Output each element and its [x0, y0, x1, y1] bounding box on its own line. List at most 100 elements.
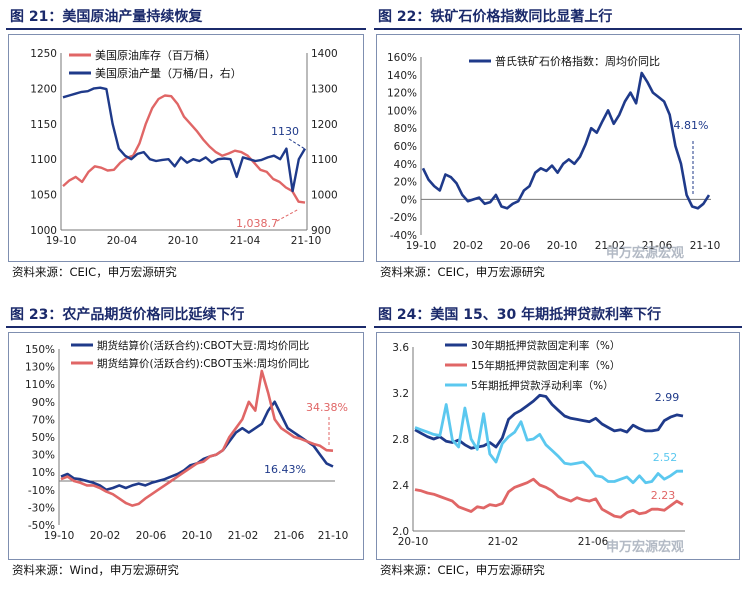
x-tick-label: 21-06: [274, 530, 305, 542]
legend-label-2: 5年期抵押贷款浮动利率（%）: [471, 379, 614, 392]
annotation-label: 2.23: [651, 489, 676, 502]
x-tick-label: 20-10: [182, 530, 213, 542]
x-tick-label: 21-10: [318, 530, 349, 542]
y-tick-label: 3.2: [392, 388, 409, 400]
x-tick-label: 20-10: [398, 536, 429, 548]
x-tick-label: 20-10: [547, 240, 578, 252]
chart-fig23: -50% -30% -10% 10% 30% 50% 70% 90% 110% 130% 150% 1…: [25, 339, 349, 542]
y-tick-label: 1200: [30, 83, 57, 95]
y-right-tick-label: 1300: [311, 83, 338, 95]
y-tick-label: -20%: [390, 212, 417, 224]
panel-title: 图 23：农产品期货价格同比延续下行: [6, 304, 366, 328]
x-tick-label: 20-02: [90, 530, 121, 542]
y-tick-label: 80%: [394, 123, 417, 135]
chart-box: 2.0 2.4 2.8 3.2 3.6 20-10 21-02 21-06 30年期抵押贷款固定…: [376, 332, 740, 560]
y-tick-label: 1000: [30, 225, 57, 237]
y-tick-label: 1150: [30, 119, 57, 131]
series-line-1: [60, 369, 334, 507]
legend-label-0: 30年期抵押贷款固定利率（%）: [471, 339, 620, 352]
annotation-label: 4.81%: [674, 119, 709, 132]
legend-label-1: 美国原油产量（万桶/日，右）: [95, 66, 242, 80]
chart-fig24: 2.0 2.4 2.8 3.2 3.6 20-10 21-02 21-06 30年期抵押贷款固定…: [392, 339, 685, 548]
watermark: 申万宏源宏观: [606, 246, 685, 261]
x-tick-label: 19-10: [46, 235, 77, 247]
annotation-label: 16.43%: [264, 463, 306, 476]
legend-label-1: 15年期抵押贷款固定利率（%）: [471, 359, 620, 372]
chart-box: 1000 1050 1100 1150 1200 1250 900 1000 1100 1200 1…: [8, 34, 364, 262]
y-tick-label: 130%: [25, 362, 55, 374]
x-tick-label: 20-02: [453, 240, 484, 252]
y-tick-label: 90%: [32, 397, 55, 409]
series-line-0: [421, 71, 711, 210]
panel-fig22: 图 22：铁矿石价格指数同比显著上行 -40% -20% 0% 20% 40% 60% 80…: [374, 6, 742, 288]
y-tick-label: 70%: [32, 414, 55, 426]
annotation-leader: [288, 138, 306, 150]
series-line-0: [60, 400, 334, 492]
annotation-label: 34.38%: [306, 401, 348, 414]
y-right-tick-label: 1400: [311, 48, 338, 60]
y-tick-label: 30%: [32, 450, 55, 462]
y-right-tick-label: 1000: [311, 190, 338, 202]
legend-label-0: 美国原油库存（百万桶）: [95, 48, 216, 62]
y-tick-label: -50%: [28, 520, 55, 532]
x-tick-label: 19-10: [44, 530, 75, 542]
source-note: 资料来源：Wind，申万宏源研究: [12, 563, 179, 577]
x-tick-label: 21-02: [488, 536, 519, 548]
y-tick-label: 150%: [25, 344, 55, 356]
y-tick-label: 2.4: [392, 480, 409, 492]
x-tick-label: 21-10: [291, 235, 322, 247]
annotation-label: 2.99: [655, 391, 680, 404]
y-tick-label: 1250: [30, 48, 57, 60]
y-tick-label: 110%: [25, 379, 55, 391]
y-tick-label: 1100: [30, 154, 57, 166]
y-tick-label: 3.6: [392, 342, 409, 354]
y-right-tick-label: 1200: [311, 119, 338, 131]
panel-title: 图 24：美国 15、30 年期抵押贷款利率下行: [374, 304, 742, 328]
x-tick-label: 19-10: [406, 240, 437, 252]
legend-label-1: 期货结算价(活跃合约):CBOT玉米:周均价同比: [97, 357, 309, 370]
x-tick-label: 20-10: [168, 235, 199, 247]
chart-box: -50% -30% -10% 10% 30% 50% 70% 90% 110% 130% 150% 1…: [8, 332, 364, 560]
source-note: 资料来源：CEIC，申万宏源研究: [380, 563, 545, 577]
legend-label-0: 普氏铁矿石价格指数：周均价同比: [495, 54, 660, 68]
annotation-label: 2.52: [653, 451, 678, 464]
y-tick-label: -40%: [390, 230, 417, 242]
y-tick-label: 50%: [32, 432, 55, 444]
panel-fig21: 图 21：美国原油产量持续恢复 1000 1050 1100 1150 1200 1250…: [6, 6, 366, 288]
x-tick-label: 21-10: [690, 240, 721, 252]
x-tick-label: 21-06: [578, 536, 609, 548]
source-note: 资料来源：CEIC，申万宏源研究: [380, 265, 545, 279]
panel-fig23: 图 23：农产品期货价格同比延续下行 -50% -30% -10% 10% 30% 50%…: [6, 304, 366, 586]
x-tick-label: 20-06: [136, 530, 167, 542]
y-tick-label: 0%: [400, 194, 417, 206]
x-tick-label: 21-02: [595, 240, 626, 252]
legend-label-0: 期货结算价(活跃合约):CBOT大豆:周均价同比: [97, 339, 309, 352]
y-tick-label: 2.0: [392, 526, 409, 538]
series-line-1: [414, 477, 684, 519]
series-line-2: [414, 403, 683, 485]
panel-fig24: 图 24：美国 15、30 年期抵押贷款利率下行 2.0 2.4 2.8 3.2 3.6…: [374, 304, 742, 586]
x-tick-label: 20-04: [107, 235, 138, 247]
y-right-tick-label: 900: [311, 225, 331, 237]
chart-box: -40% -20% 0% 20% 40% 60% 80% 100% 120% 140% 160% 19…: [376, 34, 740, 262]
y-tick-label: 120%: [387, 88, 417, 100]
y-tick-label: 160%: [387, 52, 417, 64]
y-tick-label: 140%: [387, 70, 417, 82]
chart-fig22: -40% -20% 0% 20% 40% 60% 80% 100% 120% 140% 160% 19…: [387, 52, 721, 252]
y-tick-label: 20%: [394, 177, 417, 189]
series-line-0: [62, 94, 306, 204]
y-tick-label: 100%: [387, 105, 417, 117]
series-line-0: [414, 393, 684, 450]
y-tick-label: 60%: [394, 141, 417, 153]
watermark: 申万宏源宏观: [606, 540, 685, 555]
annotation-leader: [276, 208, 300, 222]
x-tick-label: 21-06: [642, 240, 673, 252]
annotation-label: 1130: [271, 125, 299, 138]
x-tick-label: 21-02: [228, 530, 259, 542]
annotation-label: 1,038.7: [236, 217, 278, 230]
panel-title: 图 21：美国原油产量持续恢复: [6, 6, 366, 30]
y-tick-label: 40%: [394, 159, 417, 171]
y-tick-label: 1050: [30, 190, 57, 202]
y-right-tick-label: 1100: [311, 154, 338, 166]
source-note: 资料来源：CEIC，申万宏源研究: [12, 265, 177, 279]
